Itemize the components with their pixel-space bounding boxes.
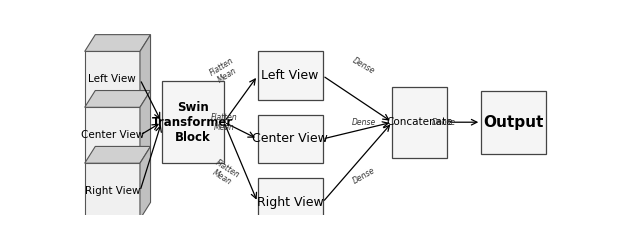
Polygon shape [140,91,151,163]
Polygon shape [258,51,322,100]
Polygon shape [85,91,151,107]
Text: Dense: Dense [432,118,456,127]
Polygon shape [392,87,448,158]
Text: Output: Output [484,115,544,130]
Polygon shape [140,146,151,219]
Text: Right View: Right View [257,196,324,209]
Text: Swin
Transformer
Block: Swin Transformer Block [152,101,234,144]
Polygon shape [162,81,224,163]
Text: Dense: Dense [351,165,376,185]
Polygon shape [85,51,140,107]
Polygon shape [85,35,151,51]
Text: Right View: Right View [84,186,140,196]
Text: Flatten
Mean: Flatten Mean [208,158,241,189]
Polygon shape [258,178,322,227]
Text: Flatten
Mean: Flatten Mean [211,113,238,132]
Polygon shape [85,163,140,219]
Text: Dense: Dense [352,118,376,127]
Text: Left View: Left View [89,74,136,84]
Text: Center View: Center View [252,132,328,145]
Text: Left View: Left View [262,69,319,82]
Polygon shape [85,146,151,163]
Polygon shape [85,107,140,163]
Polygon shape [258,115,322,163]
Text: Concatenate: Concatenate [387,117,453,127]
Polygon shape [481,91,546,154]
Text: Center View: Center View [81,130,144,140]
Text: Dense: Dense [351,56,376,76]
Polygon shape [140,35,151,107]
Text: Flatten
Mean: Flatten Mean [208,56,241,86]
